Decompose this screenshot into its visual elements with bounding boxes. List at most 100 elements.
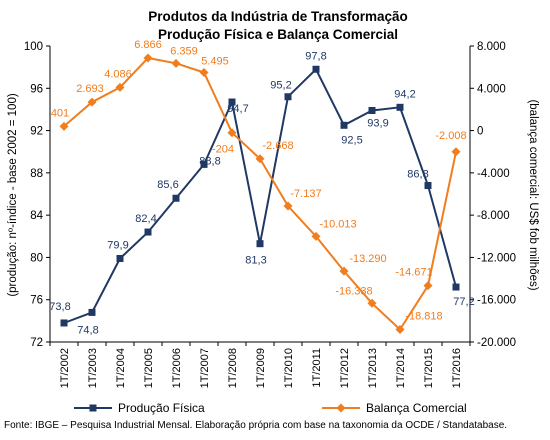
point-marker-balanca xyxy=(255,154,265,164)
point-marker-balanca xyxy=(227,128,237,138)
left-tick-label: 100 xyxy=(24,41,43,53)
point-marker-balanca xyxy=(283,201,293,211)
point-marker-producao xyxy=(312,65,320,73)
x-tick-label: 1T/2012 xyxy=(339,348,351,388)
x-tick-label: 1T/2009 xyxy=(255,348,267,388)
data-label-producao: 94,2 xyxy=(394,88,415,100)
legend: Produção Física Balança Comercial xyxy=(74,401,467,415)
data-label-balanca: 4.086 xyxy=(104,68,132,80)
point-marker-producao xyxy=(424,182,432,190)
left-tick-label: 80 xyxy=(30,252,43,264)
left-axis-ticks: 72 76 80 84 88 92 96 100 xyxy=(24,41,50,349)
right-tick-label: 4.000 xyxy=(477,83,506,95)
data-label-balanca: 5.495 xyxy=(201,55,229,67)
x-axis-ticks: 1T/2002 1T/2003 1T/2004 1T/2005 1T/2006 1T/20… xyxy=(49,342,471,388)
data-label-producao: 73,8 xyxy=(49,301,70,313)
data-label-balanca: -204 xyxy=(212,144,234,156)
point-marker-producao xyxy=(396,103,404,111)
point-marker-balanca xyxy=(311,231,321,241)
left-tick-label: 92 xyxy=(30,126,43,138)
data-label-producao: 79,9 xyxy=(107,239,128,251)
point-marker-balanca xyxy=(395,325,405,335)
x-tick-label: 1T/2004 xyxy=(115,348,127,388)
x-tick-label: 1T/2005 xyxy=(143,348,155,388)
x-tick-label: 1T/2011 xyxy=(311,348,323,388)
data-label-balanca: 2.693 xyxy=(76,83,104,95)
data-label-producao: 97,8 xyxy=(305,50,326,62)
right-tick-label: -12.000 xyxy=(477,252,516,264)
left-tick-label: 72 xyxy=(30,337,43,349)
data-labels: 73,8 74,8 79,9 82,4 85,6 88,8 94,7 81,3 95,2 97,8… xyxy=(49,39,474,336)
point-marker-producao xyxy=(256,240,264,248)
point-marker-balanca xyxy=(199,67,209,77)
legend-marker-diamond xyxy=(336,403,346,413)
x-tick-label: 1T/2014 xyxy=(395,348,407,388)
x-tick-label: 1T/2015 xyxy=(423,348,435,388)
point-marker-balanca xyxy=(339,266,349,276)
data-label-balanca: -2.008 xyxy=(435,130,466,142)
right-tick-label: -8.000 xyxy=(477,210,510,222)
data-label-balanca: -13.290 xyxy=(349,253,386,265)
data-label-producao: 86,8 xyxy=(407,169,428,181)
point-marker-balanca xyxy=(451,147,461,157)
point-marker-producao xyxy=(452,283,460,291)
right-tick-label: -20.000 xyxy=(477,337,516,349)
x-tick-label: 1T/2006 xyxy=(171,348,183,388)
data-label-balanca: -16.338 xyxy=(335,285,372,297)
x-tick-label: 1T/2016 xyxy=(451,348,463,388)
point-marker-producao xyxy=(144,228,152,236)
right-tick-label: 0 xyxy=(477,126,483,138)
point-marker-balanca xyxy=(59,121,69,131)
data-label-balanca: -2.668 xyxy=(262,140,293,152)
x-tick-label: 1T/2010 xyxy=(283,348,295,388)
point-marker-producao xyxy=(340,121,348,129)
legend-label: Balança Comercial xyxy=(366,401,467,415)
point-marker-producao xyxy=(116,254,124,262)
axes xyxy=(49,46,471,343)
right-axis-label: (balança comercial: US$ fob milhões) xyxy=(527,99,539,290)
point-marker-balanca xyxy=(423,281,433,291)
right-tick-label: 8.000 xyxy=(477,41,506,53)
chart-subtitle: Produção Física e Balança Comercial xyxy=(158,27,398,42)
x-tick-label: 1T/2013 xyxy=(367,348,379,388)
chart-title: Produtos da Indústria de Transformação xyxy=(148,9,408,24)
left-tick-label: 88 xyxy=(30,168,43,180)
data-label-balanca: -7.137 xyxy=(290,188,321,200)
data-label-producao: 88,8 xyxy=(199,155,220,167)
data-label-producao: 85,6 xyxy=(157,179,178,191)
data-label-balanca: -18.818 xyxy=(405,311,442,323)
left-tick-label: 96 xyxy=(30,83,43,95)
x-tick-label: 1T/2002 xyxy=(59,348,71,388)
data-label-producao: 93,9 xyxy=(367,117,388,129)
source-note: Fonte: IBGE – Pesquisa Industrial Mensal… xyxy=(4,420,508,431)
data-label-balanca: -14.671 xyxy=(395,267,432,279)
point-marker-producao xyxy=(172,194,180,202)
point-marker-balanca xyxy=(87,97,97,107)
right-axis-ticks: -20.000 -16.000 -12.000 -8.000 -4.000 0 4.000 8… xyxy=(470,41,516,349)
point-marker-producao xyxy=(228,98,236,106)
data-label-producao: 77,2 xyxy=(453,296,474,308)
point-marker-balanca xyxy=(367,298,377,308)
point-marker-producao xyxy=(88,308,96,316)
right-tick-label: -16.000 xyxy=(477,295,516,307)
point-marker-balanca xyxy=(115,82,125,92)
data-label-producao: 94,7 xyxy=(227,103,248,115)
x-tick-label: 1T/2007 xyxy=(199,348,211,388)
x-tick-label: 1T/2008 xyxy=(227,348,239,388)
data-label-balanca: 6.866 xyxy=(134,39,162,51)
data-label-producao: 81,3 xyxy=(245,255,266,267)
legend-marker-square xyxy=(89,404,97,412)
point-marker-balanca xyxy=(171,58,181,68)
point-marker-producao xyxy=(60,319,68,327)
left-tick-label: 84 xyxy=(30,210,43,222)
point-marker-balanca xyxy=(143,53,153,63)
data-label-balanca: 6.359 xyxy=(170,45,198,57)
data-label-producao: 95,2 xyxy=(270,80,291,92)
data-label-producao: 92,5 xyxy=(341,134,362,146)
left-axis-label: (produção: nº-índice - base 2002 = 100) xyxy=(7,93,19,297)
point-marker-producao xyxy=(284,93,292,101)
x-tick-label: 1T/2003 xyxy=(87,348,99,388)
data-label-producao: 82,4 xyxy=(135,213,156,225)
data-label-balanca: -10.013 xyxy=(319,218,356,230)
